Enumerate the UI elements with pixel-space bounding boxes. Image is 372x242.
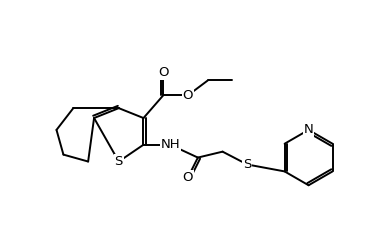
Text: O: O xyxy=(183,171,193,184)
Text: O: O xyxy=(183,89,193,102)
Text: N: N xyxy=(304,123,314,136)
Text: S: S xyxy=(115,155,123,168)
Text: NH: NH xyxy=(160,138,180,151)
Text: S: S xyxy=(243,158,251,171)
Text: O: O xyxy=(158,66,169,79)
